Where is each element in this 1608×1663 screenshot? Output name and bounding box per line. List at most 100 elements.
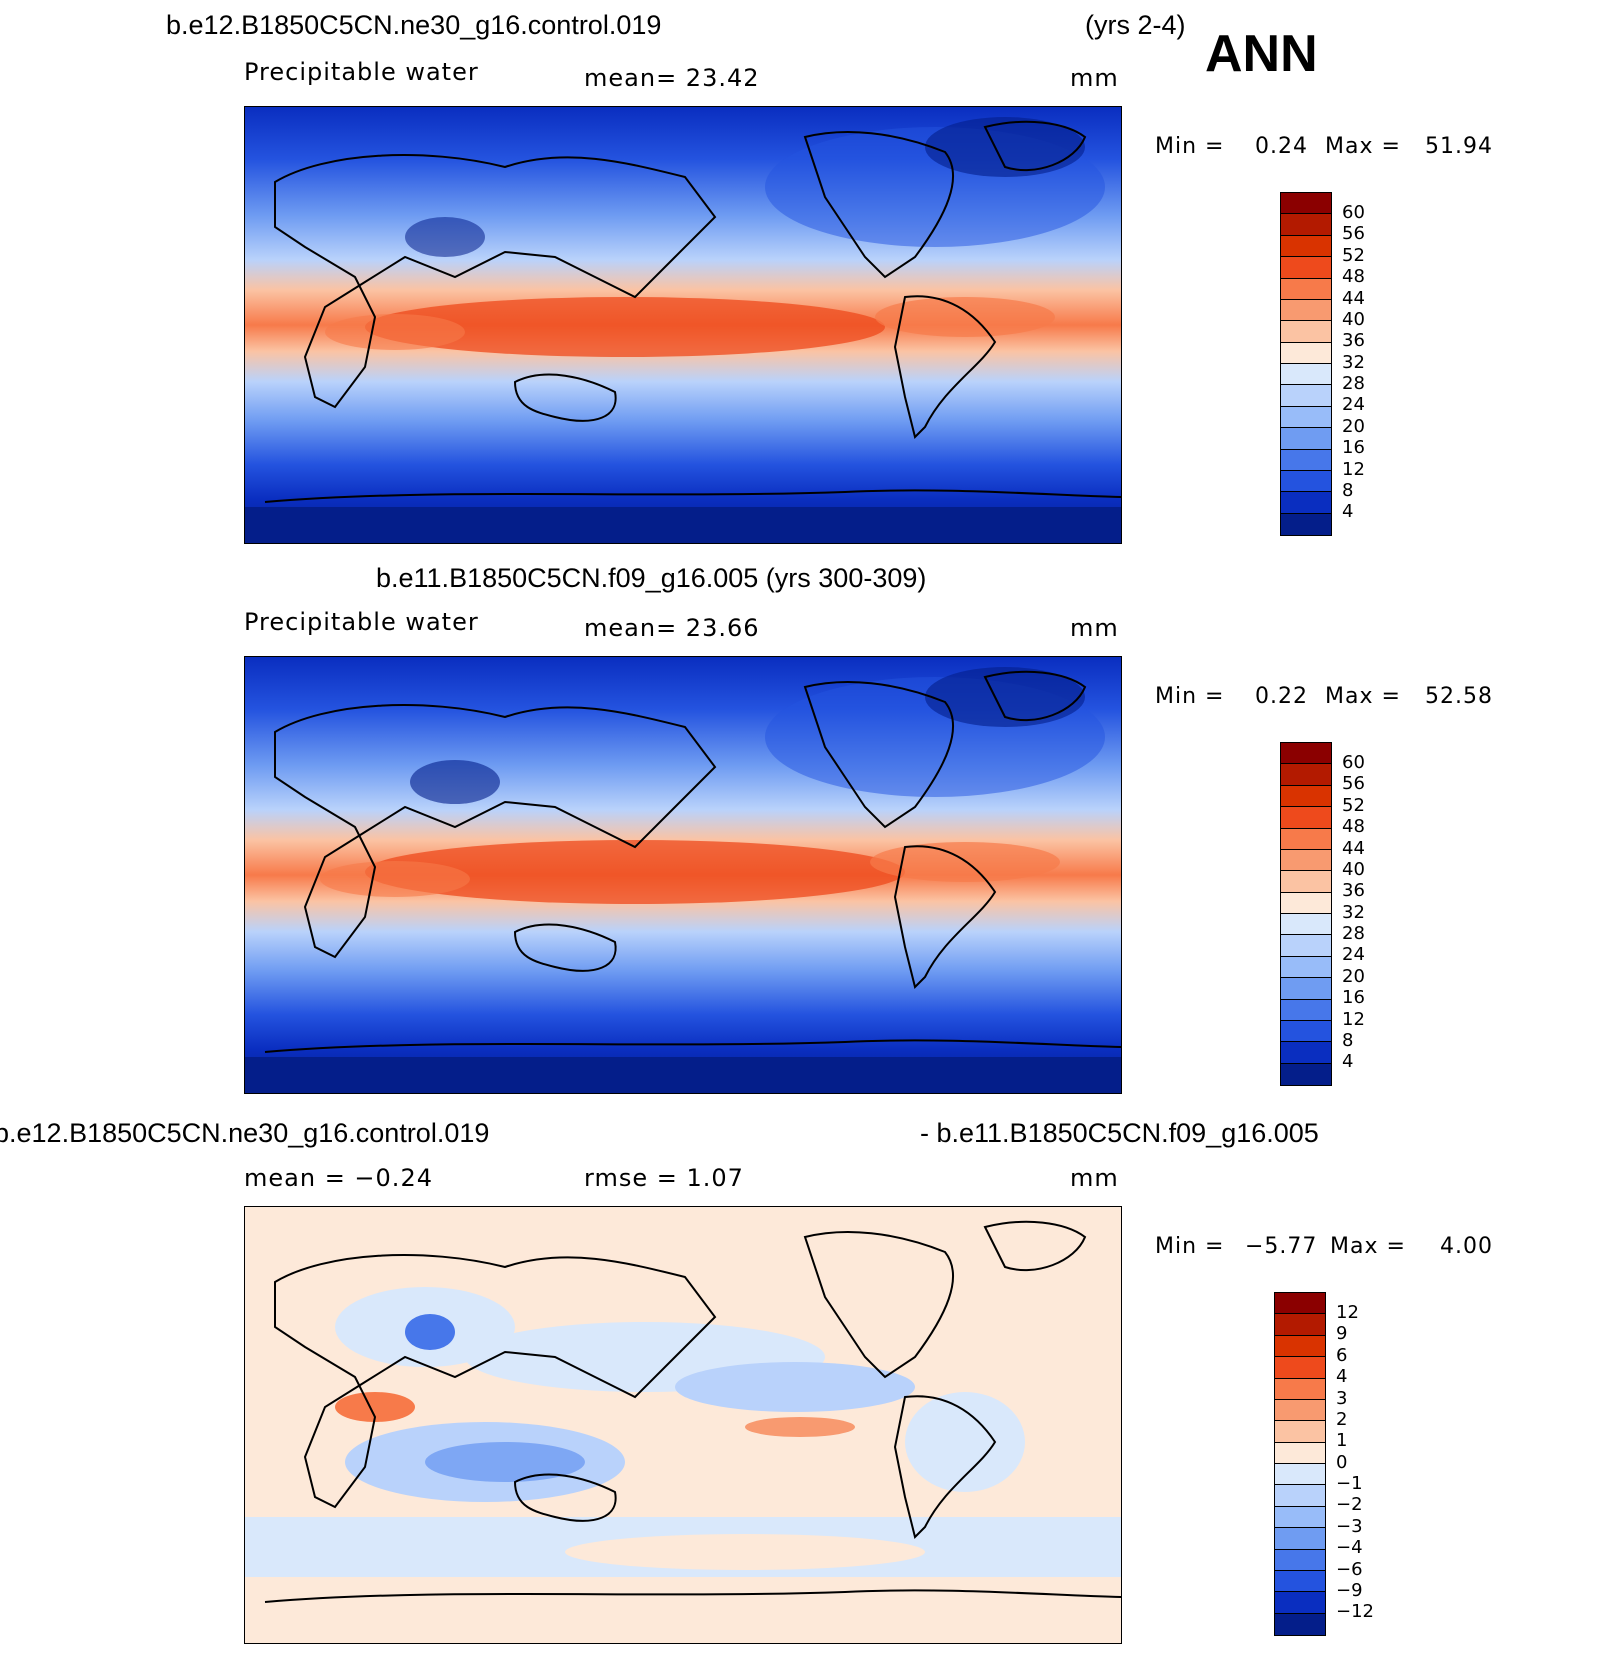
colorbar-tick-label: 1 [1336,1430,1348,1452]
colorbar-box [1281,807,1331,829]
colorbar-box [1275,1570,1325,1593]
colorbar-tick-label: 56 [1342,773,1365,795]
colorbar-tick-label: −12 [1336,1601,1374,1623]
panel1-colorbar-labels: 60 56 52 48 44 40 36 32 28 24 20 16 12 8 4 [1342,202,1365,523]
panel1-colorbar [1280,192,1332,536]
panel2-min-value: 0.22 [1255,684,1308,709]
colorbar-tick-label: 9 [1336,1323,1348,1345]
season-label: ANN [1205,25,1318,83]
colorbar-tick-label: 16 [1342,987,1365,1009]
colorbar-tick-label: −4 [1336,1537,1363,1559]
panel2-title: b.e11.B1850C5CN.f09_g16.005 (yrs 300-309… [376,563,927,593]
colorbar-tick-label: 12 [1342,1008,1365,1030]
panel2-max-value: 52.58 [1425,684,1493,709]
panel1-units: mm [1070,64,1119,92]
colorbar-tick-label: 32 [1342,901,1365,923]
years-label: (yrs 2-4) [1085,10,1186,40]
panel1-map [244,106,1122,544]
panel2-colorbar-labels: 60 56 52 48 44 40 36 32 28 24 20 16 12 8 4 [1342,752,1365,1073]
panel3-mean: mean = −0.24 [244,1164,433,1192]
panel2-variable: Precipitable water [244,608,479,636]
colorbar-tick-label: 52 [1342,794,1365,816]
colorbar-tick-label: 60 [1342,202,1365,223]
panel2-units: mm [1070,614,1119,642]
colorbar-box [1281,871,1331,893]
colorbar-tick-label: 24 [1342,944,1365,966]
case-title: b.e12.B1850C5CN.ne30_g16.control.019 [166,10,662,40]
panel2-max-label: Max = [1325,684,1401,709]
colorbar-tick-label: −9 [1336,1579,1363,1601]
panel1-max-label: Max = [1325,134,1401,159]
colorbar-box [1275,1293,1325,1315]
panel3-colorbar [1274,1292,1326,1636]
colorbar-box [1281,235,1331,258]
panel3-min-label: Min = [1155,1234,1225,1259]
colorbar-tick-label: 28 [1342,373,1365,394]
colorbar-box [1281,956,1331,979]
panel3-title-right: - b.e11.B1850C5CN.f09_g16.005 [920,1118,1319,1148]
panel1-variable: Precipitable water [244,58,479,86]
colorbar-tick-label: −3 [1336,1515,1363,1537]
panel3-min-value: −5.77 [1245,1234,1318,1259]
panel2-colorbar [1280,742,1332,1086]
colorbar-tick-label: 4 [1342,501,1354,523]
colorbar-tick-label: 52 [1342,244,1365,266]
colorbar-tick-label: 20 [1342,415,1365,437]
colorbar-box [1281,470,1331,493]
colorbar-tick-label: 12 [1342,458,1365,480]
colorbar-box [1281,428,1331,450]
panel3-rmse: rmse = 1.07 [584,1164,744,1192]
colorbar-tick-label: 48 [1342,266,1365,288]
colorbar-tick-label: 28 [1342,923,1365,944]
colorbar-box [1275,1335,1325,1358]
panel2-min-label: Min = [1155,684,1225,709]
colorbar-box [1275,1549,1325,1571]
colorbar-box [1281,193,1331,215]
colorbar-box [1281,342,1331,364]
colorbar-box [1281,406,1331,429]
colorbar-box [1281,513,1331,535]
colorbar-tick-label: 36 [1342,330,1365,352]
colorbar-box [1281,1042,1331,1064]
colorbar-tick-label: −1 [1336,1473,1363,1494]
colorbar-box [1281,935,1331,957]
panel3-units: mm [1070,1164,1119,1192]
colorbar-tick-label: 40 [1342,858,1365,880]
colorbar-box [1281,449,1331,471]
colorbar-box [1281,849,1331,872]
colorbar-box [1281,914,1331,936]
colorbar-box [1281,364,1331,386]
colorbar-box [1275,1357,1325,1379]
colorbar-tick-label: 40 [1342,308,1365,330]
colorbar-box [1281,321,1331,343]
colorbar-box [1281,764,1331,786]
colorbar-tick-label: 0 [1336,1451,1348,1473]
colorbar-tick-label: −6 [1336,1558,1363,1580]
colorbar-tick-label: 24 [1342,394,1365,416]
colorbar-tick-label: 4 [1342,1051,1354,1073]
colorbar-tick-label: 8 [1342,479,1354,501]
colorbar-box [1281,385,1331,407]
colorbar-tick-label: 4 [1336,1366,1348,1388]
panel1-min-label: Min = [1155,134,1225,159]
colorbar-tick-label: 32 [1342,351,1365,373]
colorbar-box [1275,1421,1325,1443]
panel1-min-value: 0.24 [1255,134,1308,159]
panel3-title-left: b.e12.B1850C5CN.ne30_g16.control.019 [0,1118,490,1148]
colorbar-box [1275,1399,1325,1422]
colorbar-box [1281,278,1331,300]
colorbar-box [1281,743,1331,765]
colorbar-box [1275,1378,1325,1400]
colorbar-box [1275,1485,1325,1507]
colorbar-box [1281,257,1331,279]
panel3-colorbar-labels: 12 9 6 4 3 2 1 0 −1 −2 −3 −4 −6 −9 −12 [1336,1302,1374,1623]
colorbar-box [1281,999,1331,1021]
colorbar-tick-label: 44 [1342,287,1365,309]
panel2-map [244,656,1122,1094]
colorbar-tick-label: −2 [1336,1494,1363,1516]
colorbar-box [1275,1314,1325,1336]
colorbar-tick-label: 12 [1336,1302,1359,1323]
colorbar-tick-label: 60 [1342,752,1365,773]
panel1-mean: mean= 23.42 [584,64,760,92]
colorbar-tick-label: 3 [1336,1387,1348,1409]
